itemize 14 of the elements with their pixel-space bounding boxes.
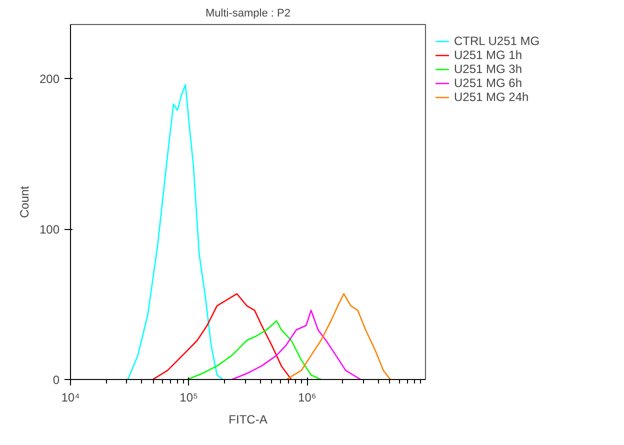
legend-label: U251 MG 3h: [454, 62, 522, 76]
x-axis-title: FITC-A: [228, 412, 268, 426]
legend-label: U251 MG 24h: [454, 90, 529, 104]
y-tick-label: 200: [39, 72, 60, 86]
legend-label: U251 MG 1h: [454, 48, 522, 62]
chart-title: Multi-sample : P2: [206, 8, 290, 20]
y-axis-title: Count: [17, 185, 32, 218]
x-tick-label: 10⁴: [61, 390, 80, 404]
legend-label: CTRL U251 MG: [454, 34, 540, 48]
x-tick-label: 10⁵: [180, 390, 198, 404]
y-tick-label: 0: [52, 373, 60, 387]
y-tick-label: 100: [39, 222, 60, 237]
legend-label: U251 MG 6h: [454, 76, 522, 90]
x-tick-label: 10⁶: [298, 390, 316, 404]
